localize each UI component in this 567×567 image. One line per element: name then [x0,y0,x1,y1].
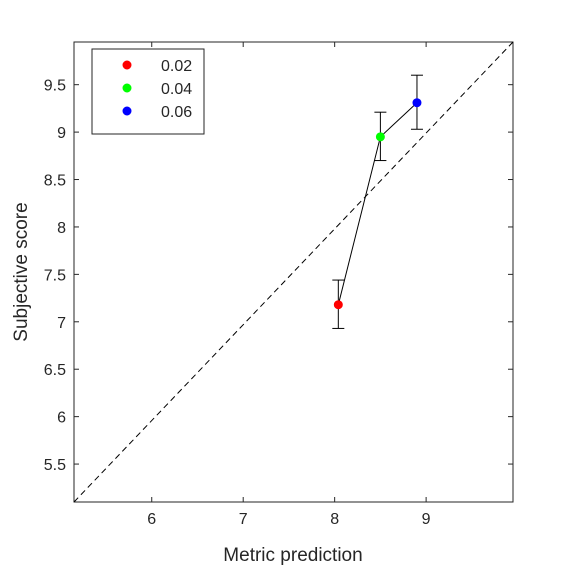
y-tick-label: 6 [57,410,66,427]
y-tick-label: 6.5 [44,362,66,379]
series-layer [332,74,423,329]
y-tick-label: 7 [57,315,66,332]
x-tick-label: 9 [422,511,431,528]
legend-box [91,48,205,135]
legend-marker [122,106,132,116]
reference-line [73,41,514,503]
y-tick-label: 9 [57,125,66,142]
data-point [333,300,343,310]
x-axis-ticks: 6 7 8 9 [147,42,431,528]
y-axis-label: Subjective score [11,202,32,341]
legend-marker [122,60,132,70]
y-tick-label: 9.5 [44,78,66,95]
y-tick-label: 8 [57,220,66,237]
data-point [375,132,385,142]
legend: 0.02 0.04 0.06 [91,48,205,135]
legend-label: 0.06 [161,104,192,121]
y-tick-label: 8.5 [44,173,66,190]
x-tick-label: 8 [330,511,339,528]
x-axis-label: Metric prediction [223,545,362,566]
y-axis-ticks: 5.5 6 6.5 7 7.5 8 8.5 9 9.5 [44,78,513,474]
x-tick-label: 6 [147,511,156,528]
legend-marker [122,83,132,93]
data-point [412,98,422,108]
legend-label: 0.02 [161,58,192,75]
x-tick-label: 7 [239,511,248,528]
y-tick-label: 5.5 [44,457,66,474]
legend-label: 0.04 [161,81,192,98]
reference-line-layer [73,41,514,503]
y-tick-label: 7.5 [44,267,66,284]
